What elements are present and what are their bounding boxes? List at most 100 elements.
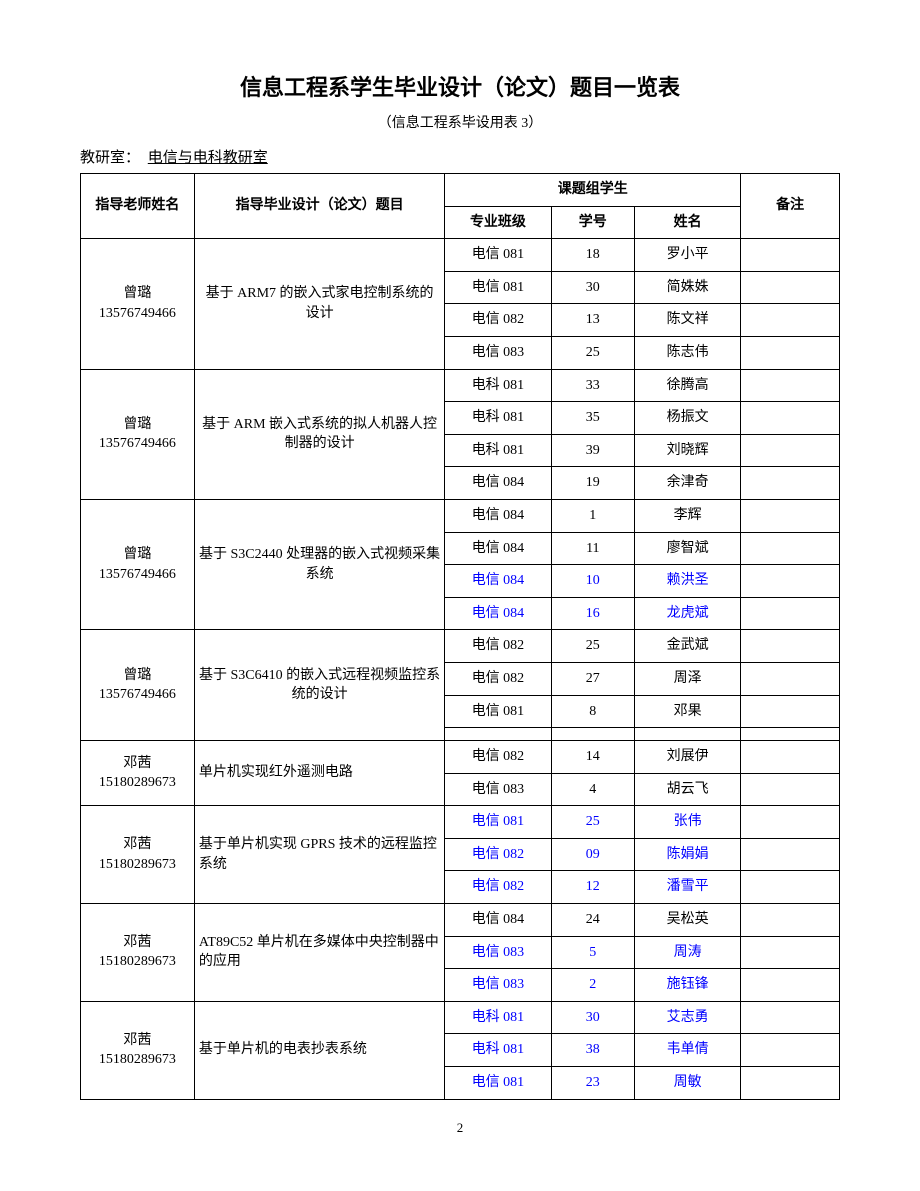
- table-row: 曾璐 13576749466基于 S3C6410 的嵌入式远程视频监控系统的设计…: [81, 630, 840, 663]
- cell-student-id: 25: [551, 630, 634, 663]
- cell-advisor: 邓茜 15180289673: [81, 741, 195, 806]
- thesis-topics-table: 指导老师姓名 指导毕业设计（论文）题目 课题组学生 备注 专业班级 学号 姓名 …: [80, 173, 840, 1100]
- cell-topic: 基于单片机的电表抄表系统: [194, 1001, 444, 1099]
- cell-student-name: 周泽: [635, 662, 741, 695]
- table-header-row-1: 指导老师姓名 指导毕业设计（论文）题目 课题组学生 备注: [81, 174, 840, 207]
- cell-student-name: 陈娟娟: [635, 838, 741, 871]
- cell-student-id: 39: [551, 434, 634, 467]
- cell-class: 电信 082: [445, 741, 551, 774]
- cell-note: [741, 369, 840, 402]
- cell-student-id: 14: [551, 741, 634, 774]
- table-row: 曾璐 13576749466基于 S3C2440 处理器的嵌入式视频采集系统电信…: [81, 499, 840, 532]
- th-name: 姓名: [635, 206, 741, 239]
- cell-class: 电信 082: [445, 630, 551, 663]
- cell-class: 电信 083: [445, 936, 551, 969]
- cell-class: 电信 083: [445, 336, 551, 369]
- cell-student-id: 18: [551, 239, 634, 272]
- cell-student-id: 25: [551, 806, 634, 839]
- cell-class: 电信 081: [445, 1067, 551, 1100]
- cell-note: [741, 336, 840, 369]
- cell-advisor: 曾璐 13576749466: [81, 630, 195, 741]
- cell-topic: 基于 ARM 嵌入式系统的拟人机器人控制器的设计: [194, 369, 444, 499]
- cell-topic: 基于 ARM7 的嵌入式家电控制系统的设计: [194, 239, 444, 369]
- th-class: 专业班级: [445, 206, 551, 239]
- cell-student-id: 8: [551, 695, 634, 728]
- cell-note: [741, 402, 840, 435]
- table-body: 曾璐 13576749466基于 ARM7 的嵌入式家电控制系统的设计电信 08…: [81, 239, 840, 1099]
- cell-class: 电信 083: [445, 773, 551, 806]
- cell-class: 电信 082: [445, 304, 551, 337]
- cell-note: [741, 239, 840, 272]
- cell-class: 电科 081: [445, 1001, 551, 1034]
- cell-topic: 基于单片机实现 GPRS 技术的远程监控系统: [194, 806, 444, 904]
- cell-note: [741, 499, 840, 532]
- cell-student-name: 刘展伊: [635, 741, 741, 774]
- cell-note: [741, 741, 840, 774]
- cell-student-id: 23: [551, 1067, 634, 1100]
- cell-student-id: 30: [551, 1001, 634, 1034]
- cell-topic: AT89C52 单片机在多媒体中央控制器中的应用: [194, 904, 444, 1002]
- cell-class: 电信 082: [445, 662, 551, 695]
- cell-class: 电信 082: [445, 871, 551, 904]
- th-note: 备注: [741, 174, 840, 239]
- cell-note: [741, 1034, 840, 1067]
- th-topic: 指导毕业设计（论文）题目: [194, 174, 444, 239]
- cell-note: [741, 969, 840, 1002]
- cell-student-id: 16: [551, 597, 634, 630]
- cell-student-id: 30: [551, 271, 634, 304]
- cell-note: [741, 904, 840, 937]
- cell-student-name: 周涛: [635, 936, 741, 969]
- cell-student-id: 27: [551, 662, 634, 695]
- cell-class: 电信 084: [445, 467, 551, 500]
- cell-student-name: 李辉: [635, 499, 741, 532]
- table-row: 邓茜 15180289673单片机实现红外遥测电路电信 08214刘展伊: [81, 741, 840, 774]
- cell-student-id: 33: [551, 369, 634, 402]
- cell-class: 电科 081: [445, 369, 551, 402]
- cell-student-id: [551, 728, 634, 741]
- cell-student-id: 24: [551, 904, 634, 937]
- cell-student-name: 简姝姝: [635, 271, 741, 304]
- dept-name: 电信与电科教研室: [144, 150, 272, 166]
- cell-class: 电信 081: [445, 239, 551, 272]
- cell-class: 电信 084: [445, 532, 551, 565]
- dept-label: 教研室：: [80, 150, 140, 166]
- th-advisor: 指导老师姓名: [81, 174, 195, 239]
- cell-student-name: 陈文祥: [635, 304, 741, 337]
- cell-note: [741, 871, 840, 904]
- cell-student-name: 廖智斌: [635, 532, 741, 565]
- cell-note: [741, 806, 840, 839]
- cell-class: 电信 081: [445, 806, 551, 839]
- cell-class: [445, 728, 551, 741]
- cell-student-name: 吴松英: [635, 904, 741, 937]
- th-sid: 学号: [551, 206, 634, 239]
- cell-student-name: 施钰锋: [635, 969, 741, 1002]
- cell-student-name: 杨振文: [635, 402, 741, 435]
- cell-class: 电科 081: [445, 1034, 551, 1067]
- cell-advisor: 曾璐 13576749466: [81, 369, 195, 499]
- cell-note: [741, 532, 840, 565]
- cell-class: 电信 084: [445, 499, 551, 532]
- cell-student-id: 13: [551, 304, 634, 337]
- cell-student-name: 金武斌: [635, 630, 741, 663]
- cell-class: 电科 081: [445, 402, 551, 435]
- cell-advisor: 曾璐 13576749466: [81, 239, 195, 369]
- cell-student-id: 09: [551, 838, 634, 871]
- cell-student-id: 25: [551, 336, 634, 369]
- cell-class: 电信 082: [445, 838, 551, 871]
- department-line: 教研室： 电信与电科教研室: [80, 146, 840, 167]
- cell-student-id: 19: [551, 467, 634, 500]
- cell-note: [741, 565, 840, 598]
- cell-student-name: [635, 728, 741, 741]
- table-row: 邓茜 15180289673AT89C52 单片机在多媒体中央控制器中的应用电信…: [81, 904, 840, 937]
- cell-note: [741, 936, 840, 969]
- cell-student-name: 徐腾高: [635, 369, 741, 402]
- cell-student-name: 胡云飞: [635, 773, 741, 806]
- cell-class: 电科 081: [445, 434, 551, 467]
- cell-advisor: 邓茜 15180289673: [81, 904, 195, 1002]
- cell-student-name: 韦单倩: [635, 1034, 741, 1067]
- cell-student-id: 12: [551, 871, 634, 904]
- table-row: 曾璐 13576749466基于 ARM7 的嵌入式家电控制系统的设计电信 08…: [81, 239, 840, 272]
- cell-note: [741, 695, 840, 728]
- page-title: 信息工程系学生毕业设计（论文）题目一览表: [80, 70, 840, 102]
- cell-topic: 单片机实现红外遥测电路: [194, 741, 444, 806]
